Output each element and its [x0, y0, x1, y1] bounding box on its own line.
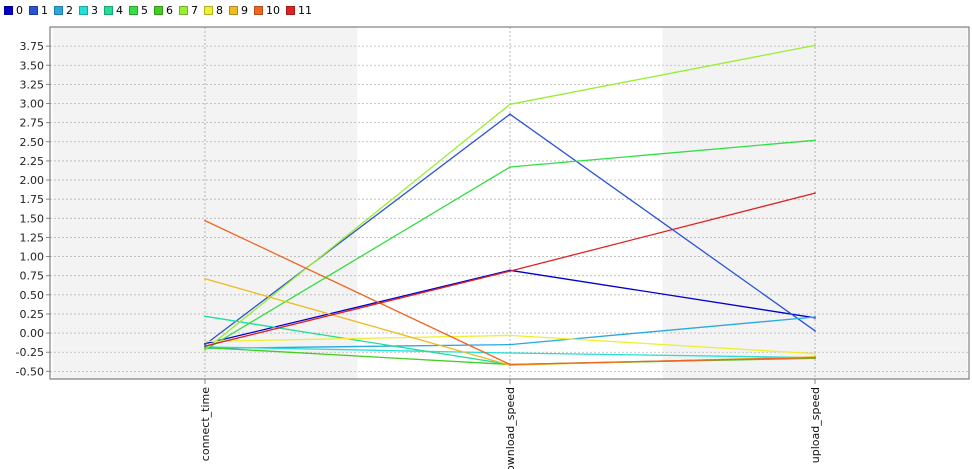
legend-label: 8	[216, 3, 223, 17]
legend-label: 0	[16, 3, 23, 17]
legend-label: 9	[241, 3, 248, 17]
plot-border	[49, 26, 970, 380]
legend-swatch	[286, 5, 295, 15]
data-point	[814, 316, 816, 318]
legend-label: 7	[191, 3, 198, 17]
legend-swatch	[4, 5, 13, 15]
y-tick-label: 1.00	[20, 251, 45, 264]
legend-label: 6	[166, 3, 173, 17]
data-point	[204, 346, 206, 349]
legend-swatch	[204, 5, 213, 15]
y-tick-label: 0.50	[20, 289, 45, 302]
data-point	[814, 139, 816, 142]
y-tick-label: 0.00	[20, 327, 45, 340]
legend-label: 3	[91, 3, 98, 17]
data-point	[509, 352, 511, 354]
legend-item[interactable]: 9	[229, 4, 248, 17]
legend-item[interactable]: 3	[79, 4, 98, 17]
legend-swatch	[29, 5, 38, 15]
legend-swatch	[79, 5, 88, 15]
y-tick-label: 3.75	[20, 40, 45, 53]
data-point	[509, 363, 511, 366]
x-axis-label: connect_time	[199, 387, 212, 461]
legend-item[interactable]: 6	[154, 4, 173, 17]
data-point	[204, 277, 206, 280]
y-tick-label: 3.50	[20, 59, 45, 72]
data-point	[509, 166, 511, 168]
legend-swatch	[154, 5, 163, 15]
data-point	[509, 113, 511, 116]
y-tick-label: 3.00	[20, 98, 45, 111]
data-point	[204, 219, 206, 222]
data-point	[509, 270, 511, 273]
data-point	[204, 340, 206, 343]
legend: 0 1 2 3 4 5 6 7 8 9 10 11	[4, 2, 318, 18]
legend-item[interactable]: 11	[286, 4, 312, 17]
data-point	[509, 343, 511, 346]
data-point	[814, 356, 816, 359]
y-tick-label: 1.25	[20, 231, 45, 244]
legend-item[interactable]: 1	[29, 4, 48, 17]
legend-label: 4	[116, 3, 123, 17]
data-point	[814, 352, 816, 355]
data-point	[204, 315, 206, 318]
y-tick-label: 0.75	[20, 270, 45, 283]
legend-swatch	[229, 5, 238, 15]
data-point	[204, 349, 206, 351]
y-tick-label: 3.25	[20, 78, 45, 91]
legend-label: 11	[298, 3, 312, 17]
data-point	[204, 343, 206, 346]
legend-label: 2	[66, 3, 73, 17]
data-point	[814, 192, 816, 194]
y-tick-label: 2.25	[20, 155, 45, 168]
legend-label: 1	[41, 3, 48, 17]
legend-item[interactable]: 5	[129, 4, 148, 17]
data-point	[509, 334, 511, 337]
y-tick-label: -0.50	[16, 365, 44, 378]
data-point	[814, 329, 816, 332]
legend-swatch	[179, 5, 188, 15]
y-tick-label: 1.50	[20, 212, 45, 225]
legend-swatch	[104, 5, 113, 15]
y-tick-label: 2.00	[20, 174, 45, 187]
legend-swatch	[254, 5, 263, 15]
legend-swatch	[54, 5, 63, 15]
legend-item[interactable]: 0	[4, 4, 23, 17]
y-tick-label: 2.75	[20, 117, 45, 130]
y-tick-label: 1.75	[20, 193, 45, 206]
legend-item[interactable]: 7	[179, 4, 198, 17]
x-axis-label: upload_speed	[809, 387, 822, 463]
legend-swatch	[129, 5, 138, 15]
y-tick-label: 2.50	[20, 136, 45, 149]
data-point	[509, 103, 511, 106]
data-point	[204, 345, 206, 347]
x-axis-label: download_speed	[504, 387, 517, 469]
legend-item[interactable]: 8	[204, 4, 223, 17]
legend-item[interactable]: 2	[54, 4, 73, 17]
y-tick-label: -0.25	[16, 346, 44, 359]
data-point	[814, 44, 816, 47]
y-tick-label: 0.25	[20, 308, 45, 321]
legend-label: 10	[266, 3, 280, 17]
legend-item[interactable]: 10	[254, 4, 280, 17]
legend-item[interactable]: 4	[104, 4, 123, 17]
legend-label: 5	[141, 3, 148, 17]
